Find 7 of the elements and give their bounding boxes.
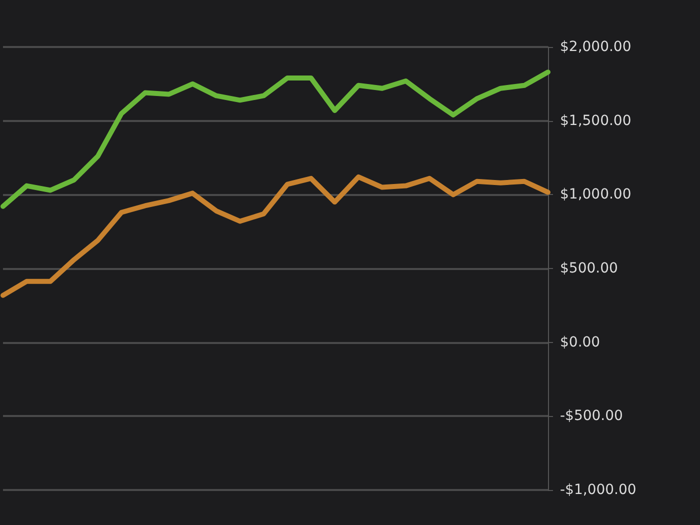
y-tick-label: -$1,000.00 [560, 482, 636, 498]
y-tick-label: $0.00 [560, 334, 600, 350]
y-tick-label: $2,000.00 [560, 39, 632, 55]
y-tick-label: -$500.00 [560, 408, 623, 424]
y-tick-label: $1,500.00 [560, 112, 632, 129]
y-tick-label: $1,000.00 [560, 186, 632, 203]
y-tick-label: $500.00 [560, 260, 618, 276]
